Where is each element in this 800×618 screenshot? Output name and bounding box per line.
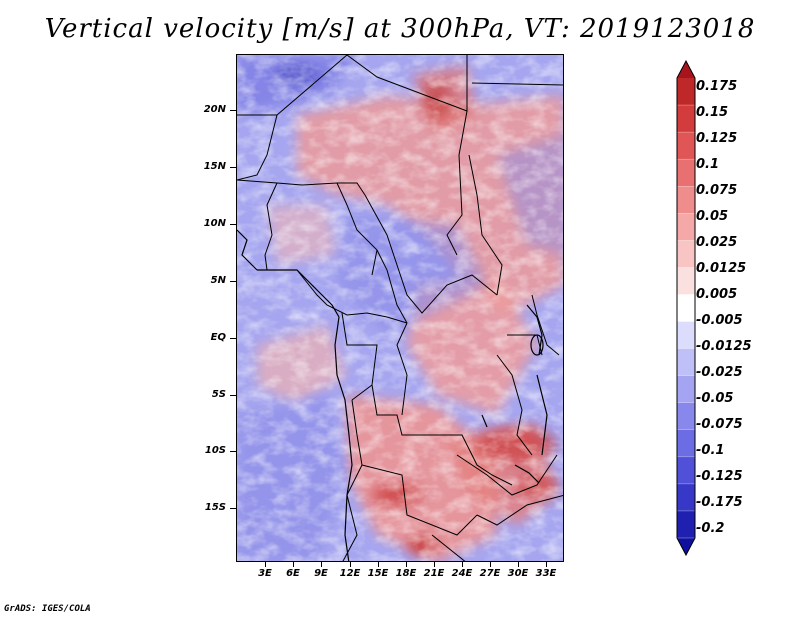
colorbar-label: -0.175 xyxy=(696,495,743,510)
lat-tick xyxy=(230,224,236,225)
colorbar-segment xyxy=(677,213,695,241)
lon-tick xyxy=(406,562,407,567)
lon-tick xyxy=(518,562,519,567)
lon-label: 21E xyxy=(423,568,445,579)
lat-tick xyxy=(230,451,236,452)
colorbar-label: -0.1 xyxy=(696,443,725,458)
colorbar-segment xyxy=(677,267,695,295)
chart-title: Vertical velocity [m/s] at 300hPa, VT: 2… xyxy=(44,14,756,44)
colorbar-label: 0.025 xyxy=(696,235,738,250)
colorbar-label: -0.005 xyxy=(696,313,743,328)
colorbar-label: -0.025 xyxy=(696,365,743,380)
lon-tick xyxy=(490,562,491,567)
lon-label: 18E xyxy=(395,568,417,579)
lat-label: 10S xyxy=(204,445,226,456)
lon-tick xyxy=(293,562,294,567)
colorbar-outline xyxy=(676,60,696,557)
lon-label: 27E xyxy=(479,568,501,579)
colorbar-segment xyxy=(677,429,695,458)
colorbar-segment xyxy=(677,456,695,485)
lon-tick xyxy=(265,562,266,567)
lon-tick xyxy=(462,562,463,567)
velocity-field-map xyxy=(237,55,563,561)
lakes xyxy=(481,304,548,484)
colorbar-segment xyxy=(677,538,695,555)
colorbar-segment xyxy=(677,240,695,268)
country-borders xyxy=(237,55,563,561)
lat-label: 5S xyxy=(211,389,226,400)
lon-tick xyxy=(434,562,435,567)
lon-label: 33E xyxy=(535,568,557,579)
colorbar-segment xyxy=(677,510,695,539)
lat-tick xyxy=(230,110,236,111)
lat-label: 15S xyxy=(204,502,226,513)
lon-tick xyxy=(378,562,379,567)
colorbar-segment xyxy=(677,483,695,512)
lon-tick xyxy=(350,562,351,567)
colorbar-label: -0.075 xyxy=(696,417,743,432)
colorbar-label: 0.075 xyxy=(696,183,738,198)
colorbar-segment xyxy=(677,348,695,377)
lon-label: 6E xyxy=(286,568,300,579)
lat-tick xyxy=(230,281,236,282)
lat-tick xyxy=(230,508,236,509)
lon-label: 9E xyxy=(314,568,328,579)
coastline xyxy=(237,229,353,561)
lat-tick xyxy=(230,167,236,168)
colorbar xyxy=(676,60,696,557)
colorbar-segment xyxy=(677,61,695,78)
colorbar-label: 0.15 xyxy=(696,105,729,120)
lat-label: 10N xyxy=(203,218,226,229)
colorbar-label: 0.05 xyxy=(696,209,729,224)
credit-text: GrADS: IGES/COLA xyxy=(4,604,91,614)
colorbar-segment xyxy=(677,105,695,133)
fine-structure xyxy=(237,55,563,561)
colorbar-segment xyxy=(677,294,695,323)
lat-label: 15N xyxy=(203,161,226,172)
colorbar-label: 0.0125 xyxy=(696,261,747,276)
map-panel xyxy=(236,54,564,562)
colorbar-segment xyxy=(677,159,695,187)
lon-label: 15E xyxy=(367,568,389,579)
colorbar-label: 0.1 xyxy=(696,157,720,172)
colorbar-segment xyxy=(677,375,695,404)
colorbar-label: -0.125 xyxy=(696,469,743,484)
lon-label: 3E xyxy=(258,568,272,579)
colorbar-segment xyxy=(677,132,695,160)
lon-tick xyxy=(546,562,547,567)
lon-label: 12E xyxy=(339,568,361,579)
colorbar-segment xyxy=(677,321,695,350)
lat-tick xyxy=(230,338,236,339)
colorbar-segments xyxy=(677,61,695,555)
colorbar-label: 0.005 xyxy=(696,287,738,302)
colorbar-segment xyxy=(677,186,695,214)
colorbar-label: -0.2 xyxy=(696,521,725,536)
colorbar-label: -0.05 xyxy=(696,391,734,406)
lon-label: 24E xyxy=(451,568,473,579)
colorbar-segment xyxy=(677,78,695,106)
colorbar-label: -0.0125 xyxy=(696,339,752,354)
lat-label: 5N xyxy=(210,275,226,286)
lat-label: 20N xyxy=(203,104,226,115)
colorbar-label: 0.125 xyxy=(696,131,738,146)
lat-label: EQ xyxy=(210,332,226,343)
colorbar-segment xyxy=(677,402,695,431)
colorbar-label: 0.175 xyxy=(696,79,738,94)
lon-label: 30E xyxy=(507,568,529,579)
lat-tick xyxy=(230,395,236,396)
lon-tick xyxy=(321,562,322,567)
